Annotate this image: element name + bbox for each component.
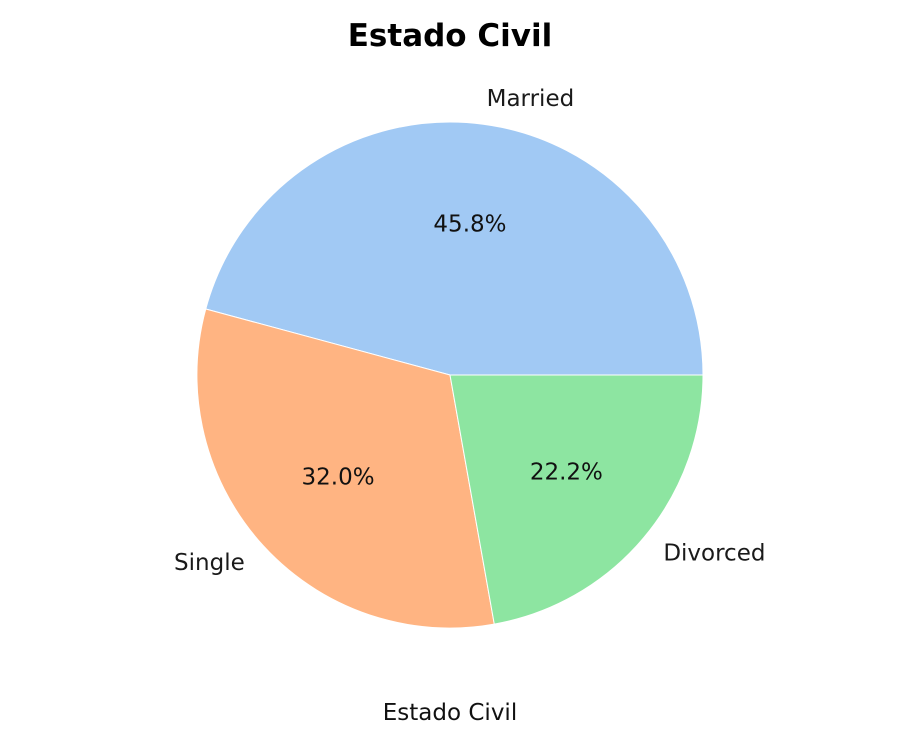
pct-label-single: 32.0%	[302, 465, 375, 491]
slice-label-single: Single	[174, 550, 245, 576]
chart-title: Estado Civil	[348, 18, 552, 54]
x-axis-label: Estado Civil	[383, 700, 517, 726]
slice-label-married: Married	[487, 86, 575, 112]
pct-label-divorced: 22.2%	[530, 459, 603, 485]
pie-slice-divorced	[449, 374, 704, 625]
pie-slice-married	[205, 121, 704, 376]
pct-label-married: 45.8%	[433, 212, 506, 238]
pie-slices	[196, 121, 704, 629]
slice-label-divorced: Divorced	[663, 541, 765, 567]
pie-slice-single	[196, 308, 495, 629]
pie-labels: 45.8% Married 32.0% Single 22.2% Divorced	[174, 86, 765, 576]
